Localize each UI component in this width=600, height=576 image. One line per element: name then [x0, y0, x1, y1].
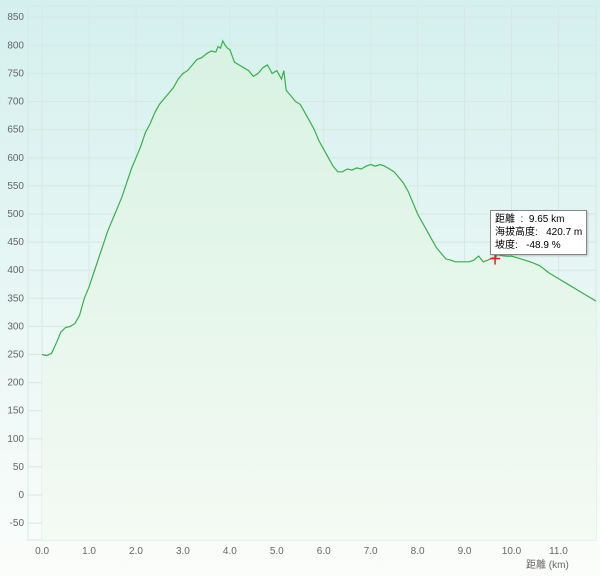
svg-text:450: 450 [7, 237, 24, 248]
svg-text:6.0: 6.0 [317, 546, 331, 557]
svg-text:2.0: 2.0 [129, 546, 143, 557]
tooltip-elevation-value: 420.7 m [546, 227, 582, 238]
svg-text:700: 700 [7, 97, 24, 108]
svg-text:400: 400 [7, 265, 24, 276]
svg-text:250: 250 [7, 350, 24, 361]
point-tooltip: 距離 : 9.65 km 海拔高度: 420.7 m 坡度: -48.9 % [490, 210, 587, 255]
tooltip-elevation-label: 海拔高度: [495, 227, 538, 238]
svg-text:500: 500 [7, 209, 24, 220]
svg-text:3.0: 3.0 [176, 546, 190, 557]
svg-text:750: 750 [7, 68, 24, 79]
svg-text:8.0: 8.0 [411, 546, 425, 557]
svg-text:1.0: 1.0 [82, 546, 96, 557]
svg-text:300: 300 [7, 321, 24, 332]
svg-text:600: 600 [7, 153, 24, 164]
svg-text:4.0: 4.0 [223, 546, 237, 557]
svg-text:100: 100 [7, 434, 24, 445]
svg-text:11.0: 11.0 [549, 546, 568, 557]
tooltip-slope-label: 坡度: [495, 240, 518, 251]
elevation-chart: -50 0 50 100 150 200 250 300 350 400 450 500 550 600 6… [0, 0, 600, 576]
svg-text:150: 150 [7, 406, 24, 417]
svg-text:0: 0 [18, 490, 24, 501]
svg-text:7.0: 7.0 [364, 546, 378, 557]
tooltip-slope-value: -48.9 % [526, 240, 560, 251]
svg-text:550: 550 [7, 181, 24, 192]
svg-text:0.0: 0.0 [35, 546, 49, 557]
svg-text:350: 350 [7, 293, 24, 304]
tooltip-distance-value: 9.65 km [529, 214, 565, 225]
svg-text:650: 650 [7, 125, 24, 136]
svg-text:10.0: 10.0 [502, 546, 522, 557]
tooltip-distance-label: 距離 [495, 214, 515, 225]
x-axis-label: 距離 (km) [526, 558, 569, 571]
svg-text:850: 850 [7, 12, 24, 23]
chart-svg: -50 0 50 100 150 200 250 300 350 400 450 500 550 600 6… [0, 0, 600, 576]
svg-text:800: 800 [7, 40, 24, 51]
svg-text:-50: -50 [10, 518, 25, 529]
svg-text:200: 200 [7, 378, 24, 389]
svg-text:50: 50 [13, 462, 25, 473]
svg-text:9.0: 9.0 [458, 546, 472, 557]
svg-text:5.0: 5.0 [270, 546, 284, 557]
